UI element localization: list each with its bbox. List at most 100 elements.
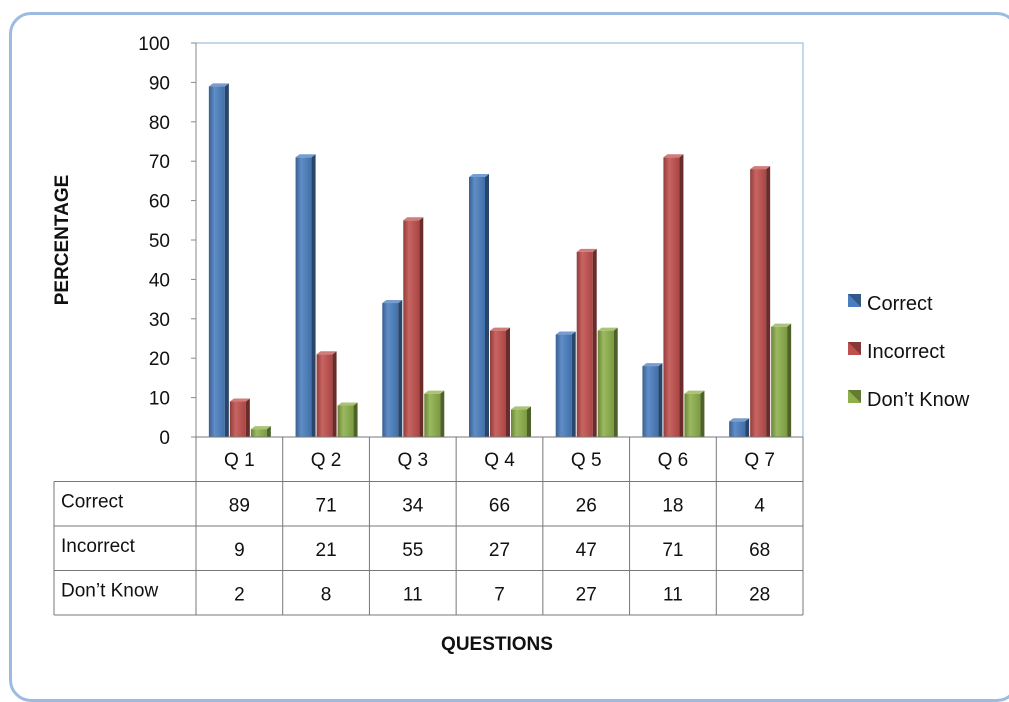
bar-top (597, 327, 618, 331)
data-label: 2 (234, 585, 245, 606)
data-label: 27 (489, 540, 510, 561)
bar-don-t-know-5 (597, 327, 618, 437)
bar-side (527, 406, 531, 437)
bar-top (576, 248, 597, 252)
bar-side (353, 402, 358, 437)
bar-side (224, 83, 229, 437)
legend-swatch-shade (848, 294, 861, 307)
legend-item: Don’t Know (848, 389, 970, 411)
bar-top (771, 323, 792, 327)
bar-incorrect-5 (576, 248, 597, 437)
data-label: 21 (316, 540, 337, 561)
bar-don-t-know-7 (771, 323, 792, 437)
data-label: 7 (494, 585, 505, 606)
bars (208, 83, 792, 437)
bar-incorrect-7 (750, 166, 771, 437)
bar-correct-1 (208, 83, 229, 437)
bar-top (663, 154, 684, 158)
legend-swatch-shade (848, 390, 861, 403)
data-label: 66 (489, 496, 510, 517)
bar-front (469, 176, 485, 437)
bar-don-t-know-4 (511, 406, 531, 437)
bar-incorrect-4 (490, 327, 510, 437)
data-label: 71 (316, 496, 337, 517)
bar-correct-7 (729, 418, 750, 437)
bar-front (229, 401, 246, 437)
bar-front (663, 157, 680, 437)
y-tick-label: 30 (149, 310, 170, 331)
legend-item: Correct (848, 293, 933, 315)
bar-top (316, 351, 337, 355)
bar-top (490, 327, 510, 331)
bar-front (337, 405, 354, 437)
data-label: 71 (662, 540, 683, 561)
bar-top (403, 217, 424, 221)
legend-label: Don’t Know (867, 389, 970, 411)
bar-incorrect-2 (316, 351, 337, 437)
legend: Correct Incorrect Don’t Know (848, 293, 970, 411)
bar-top (424, 390, 445, 394)
bar-don-t-know-6 (684, 390, 705, 437)
bar-don-t-know-1 (250, 426, 271, 437)
data-label: 11 (663, 585, 683, 606)
bar-front (250, 429, 267, 437)
bar-incorrect-1 (229, 398, 250, 437)
bar-side (419, 217, 424, 437)
bar-top (729, 418, 750, 422)
data-label: 55 (402, 540, 423, 561)
data-label: 11 (403, 585, 423, 606)
bar-top (229, 398, 250, 402)
data-label: 27 (576, 585, 597, 606)
bar-correct-4 (469, 173, 489, 437)
bar-front (642, 366, 659, 437)
bar-front (424, 393, 441, 437)
y-tick-label: 90 (149, 73, 170, 94)
bar-correct-2 (295, 154, 316, 437)
x-tick-label: Q 2 (311, 450, 342, 471)
bar-front (316, 354, 333, 437)
bar-don-t-know-2 (337, 402, 358, 437)
bar-top (295, 154, 316, 158)
bar-top (469, 173, 489, 177)
x-tick-label: Q 3 (397, 450, 428, 471)
y-tick-label: 60 (149, 192, 170, 213)
bar-top (250, 426, 271, 430)
bar-top (684, 390, 705, 394)
bar-front (771, 326, 788, 437)
y-tick-label: 100 (138, 34, 170, 55)
bar-side (745, 418, 750, 437)
legend-item: Incorrect (848, 341, 945, 363)
data-label: 89 (229, 496, 250, 517)
data-label: 28 (749, 585, 770, 606)
bar-top (555, 331, 576, 335)
bar-front (729, 421, 746, 437)
bar-correct-5 (555, 331, 576, 437)
data-label: 68 (749, 540, 770, 561)
bar-front (490, 330, 506, 437)
y-axis-title: PERCENTAGE (52, 175, 73, 306)
x-tick-label: Q 6 (658, 450, 689, 471)
bar-side (787, 323, 792, 437)
bar-correct-6 (642, 363, 663, 437)
data-label: 47 (576, 540, 597, 561)
bar-side (658, 363, 663, 437)
legend-swatch-shade (848, 342, 861, 355)
bar-front (597, 330, 614, 437)
bar-side (311, 154, 316, 437)
bar-side (332, 351, 337, 437)
bar-front (750, 169, 767, 437)
bar-top (382, 300, 403, 304)
bar-correct-3 (382, 300, 403, 437)
bar-side (592, 248, 597, 437)
bar-side (440, 390, 445, 437)
bar-top (511, 406, 531, 410)
bar-top (337, 402, 358, 406)
bar-front (295, 157, 312, 437)
bar-side (571, 331, 576, 437)
bar-front (511, 409, 527, 437)
bar-top (750, 166, 771, 170)
bar-side (506, 327, 510, 437)
data-label: 9 (234, 540, 245, 561)
data-label: 8 (321, 585, 332, 606)
